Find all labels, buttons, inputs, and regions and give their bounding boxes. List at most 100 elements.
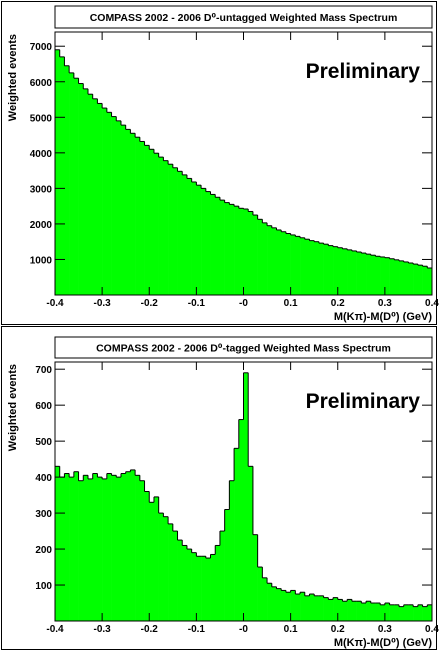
histogram-bar	[333, 246, 339, 295]
x-tick-label: -0	[239, 624, 248, 635]
y-tick-label: 700	[35, 365, 52, 376]
histogram-bar	[380, 604, 386, 621]
histogram-bar	[290, 234, 296, 295]
histogram-bar	[229, 480, 235, 621]
histogram-bar	[380, 256, 386, 295]
histogram-bar	[210, 554, 216, 621]
histogram-bar	[234, 448, 240, 621]
histogram-bar	[238, 419, 244, 621]
histogram-bar	[182, 545, 188, 621]
histogram-bar	[186, 178, 192, 295]
histogram-bar	[87, 94, 93, 295]
histogram-bar	[333, 597, 339, 621]
histogram-bar	[158, 513, 164, 621]
x-tick-label: 0.3	[378, 624, 392, 635]
histogram-bar	[163, 516, 169, 621]
histogram-bar	[182, 174, 188, 295]
histogram-bar	[267, 583, 273, 621]
histogram-bar	[276, 229, 282, 295]
histogram-bar	[417, 265, 423, 295]
histogram-bar	[351, 601, 357, 621]
histogram-bar	[97, 103, 103, 295]
histogram-bar	[318, 595, 324, 621]
histogram-bar	[399, 606, 405, 621]
histogram-bar	[323, 597, 329, 621]
histogram-bar	[215, 545, 221, 621]
histogram-bar	[366, 601, 372, 621]
histogram-bar	[248, 211, 254, 295]
histogram-bar	[351, 250, 357, 295]
y-tick-label: 5000	[30, 113, 53, 124]
histogram-bar	[168, 523, 174, 621]
y-tick-label: 7000	[30, 42, 53, 53]
title-box	[54, 336, 433, 359]
histogram-bar	[389, 258, 395, 295]
histogram-bar	[191, 552, 197, 621]
histogram-bar	[399, 260, 405, 295]
y-axis-label: Weighted events	[7, 34, 19, 121]
histogram-bar	[97, 477, 103, 621]
chart-title: COMPASS 2002 - 2006 D⁰-untagged Weighted…	[90, 12, 398, 24]
histogram-bar	[191, 181, 197, 295]
histogram-bar	[210, 194, 216, 295]
histogram-bar	[219, 200, 225, 295]
x-axis-label: M(Kπ)-M(D⁰) (GeV)	[334, 637, 432, 649]
histogram-bar	[300, 592, 306, 621]
histogram-bar	[375, 256, 381, 295]
histogram-bar	[370, 603, 376, 621]
histogram-bar	[186, 549, 192, 621]
histogram-bar	[55, 49, 61, 296]
histogram-bar	[106, 112, 112, 295]
x-tick-label: -0.4	[46, 624, 64, 635]
histogram-bar	[285, 592, 291, 621]
histogram-bar	[153, 496, 159, 621]
histogram-bar	[384, 257, 390, 295]
y-tick-label: 2000	[30, 220, 53, 231]
histogram-bar	[158, 157, 164, 295]
histogram-bar	[224, 202, 230, 295]
histogram-bar	[224, 509, 230, 621]
x-tick-label: -0.3	[94, 624, 112, 635]
histogram-bar	[172, 167, 178, 295]
histogram-bar	[59, 56, 65, 295]
histogram-bar	[144, 491, 150, 621]
histogram-bar	[384, 603, 390, 621]
histogram-bar	[342, 248, 348, 295]
histogram-bar	[87, 478, 93, 621]
histogram-bar	[83, 475, 89, 621]
histogram-bar	[318, 243, 324, 295]
histogram-bar	[314, 241, 320, 295]
chart-panel: 1000 2000 3000 4000 5000 6000 7000 -0.4 -0.3 -0.2…	[1, 1, 439, 325]
histogram-bar	[120, 473, 126, 621]
y-tick-label: 100	[35, 581, 52, 592]
histogram-bar	[69, 477, 75, 621]
histogram-bar	[78, 83, 84, 295]
histogram-bar	[361, 603, 367, 621]
histogram-bar	[427, 604, 433, 621]
y-tick-label: 300	[35, 509, 52, 520]
histogram-bar	[130, 133, 136, 295]
histogram-bar	[172, 531, 178, 621]
histogram-bar	[413, 264, 419, 295]
histogram-bar	[229, 204, 235, 295]
histogram-bar	[83, 88, 89, 295]
histogram-bar	[427, 267, 433, 295]
histogram-bar	[408, 263, 414, 295]
histogram-bar	[102, 108, 108, 295]
histogram-bar	[262, 577, 268, 621]
histogram-bar	[356, 251, 362, 295]
histogram-bar	[73, 78, 79, 296]
histogram-bar	[196, 556, 202, 621]
histogram-bar	[252, 534, 258, 621]
histogram-bar	[106, 473, 112, 621]
histogram-bar	[389, 604, 395, 621]
histogram-bar	[422, 606, 428, 621]
histogram-bar	[295, 236, 301, 295]
histogram-bar	[149, 502, 155, 621]
histogram-bar	[328, 245, 334, 295]
histogram-bar	[422, 266, 428, 295]
histogram-bar	[135, 137, 141, 295]
y-axis-label: Weighted events	[7, 364, 19, 451]
histogram-bar	[55, 466, 61, 621]
histogram-bar	[347, 599, 353, 621]
